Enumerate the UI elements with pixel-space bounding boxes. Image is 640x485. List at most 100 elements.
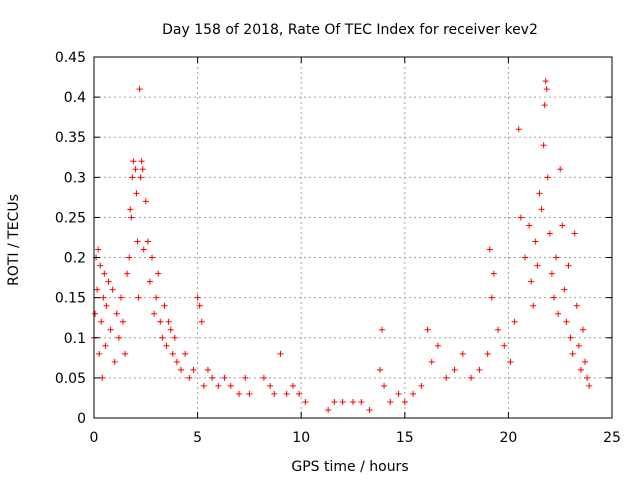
data-point-marker — [296, 390, 303, 397]
y-tick-label: 0.1 — [64, 331, 86, 347]
data-point-marker — [209, 374, 216, 381]
data-point-marker — [538, 206, 545, 213]
data-point-marker — [133, 190, 140, 197]
data-point-marker — [555, 310, 562, 317]
data-point-marker — [488, 294, 495, 301]
data-point-marker — [534, 262, 541, 269]
data-point-marker — [559, 222, 566, 229]
data-point-marker — [107, 326, 114, 333]
x-tick-label: 5 — [193, 430, 202, 446]
y-tick-label: 0.45 — [55, 50, 86, 66]
data-point-marker — [138, 158, 145, 165]
data-point-marker — [130, 158, 137, 165]
data-point-marker — [242, 374, 249, 381]
data-point-marker — [146, 278, 153, 285]
data-point-marker — [182, 350, 189, 357]
data-point-marker — [550, 294, 557, 301]
data-point-marker — [573, 302, 580, 309]
data-point-marker — [113, 310, 120, 317]
data-point-marker — [541, 102, 548, 109]
data-point-marker — [129, 174, 136, 181]
data-point-marker — [459, 350, 466, 357]
data-point-marker — [443, 374, 450, 381]
data-point-marker — [236, 390, 243, 397]
data-point-marker — [511, 318, 518, 325]
data-point-marker — [98, 318, 105, 325]
data-point-marker — [584, 374, 591, 381]
data-point-marker — [165, 318, 172, 325]
data-point-marker — [142, 198, 149, 205]
data-point-marker — [582, 358, 589, 365]
data-point-marker — [575, 342, 582, 349]
data-point-marker — [221, 374, 228, 381]
data-point-marker — [517, 214, 524, 221]
data-point-marker — [526, 222, 533, 229]
data-point-marker — [134, 238, 141, 245]
data-point-marker — [246, 390, 253, 397]
data-point-marker — [325, 406, 332, 413]
data-point-marker — [387, 398, 394, 405]
data-point-marker — [135, 294, 142, 301]
data-point-marker — [132, 166, 139, 173]
data-point-marker — [490, 270, 497, 277]
data-point-marker — [507, 358, 514, 365]
data-point-marker — [302, 398, 309, 405]
data-point-marker — [565, 262, 572, 269]
data-point-marker — [331, 398, 338, 405]
data-point-marker — [476, 366, 483, 373]
x-tick-label: 0 — [90, 430, 99, 446]
data-point-marker — [122, 350, 129, 357]
x-tick-label: 15 — [396, 430, 414, 446]
data-point-marker — [198, 318, 205, 325]
data-point-marker — [149, 254, 156, 261]
data-point-marker — [200, 382, 207, 389]
data-point-marker — [136, 86, 143, 93]
data-point-marker — [532, 238, 539, 245]
data-point-marker — [543, 86, 550, 93]
data-point-marker — [260, 374, 267, 381]
grid-lines — [94, 57, 612, 418]
data-point-marker — [128, 214, 135, 221]
data-point-marker — [579, 326, 586, 333]
data-point-marker — [115, 334, 122, 341]
data-point-marker — [561, 286, 568, 293]
y-tick-label: 0.05 — [55, 371, 86, 387]
data-point-marker — [155, 270, 162, 277]
data-point-marker — [151, 310, 158, 317]
data-point-marker — [103, 302, 110, 309]
data-point-marker — [144, 238, 151, 245]
y-tick-label: 0 — [77, 411, 86, 427]
data-point-marker — [451, 366, 458, 373]
data-point-marker — [501, 342, 508, 349]
data-point-marker — [109, 286, 116, 293]
data-point-marker — [567, 334, 574, 341]
data-point-marker — [484, 350, 491, 357]
data-point-marker — [267, 382, 274, 389]
data-point-marker — [557, 166, 564, 173]
x-tick-label: 20 — [499, 430, 517, 446]
data-point-marker — [358, 398, 365, 405]
data-point-marker — [140, 246, 147, 253]
x-axis-label: GPS time / hours — [291, 459, 408, 475]
data-point-marker — [486, 246, 493, 253]
y-tick-label: 0.35 — [55, 130, 86, 146]
data-point-marker — [127, 206, 134, 213]
data-point-marker — [548, 270, 555, 277]
data-point-marker — [92, 310, 99, 317]
data-point-marker — [99, 374, 106, 381]
data-point-marker — [102, 342, 109, 349]
data-point-marker — [571, 230, 578, 237]
y-tick-label: 0.3 — [64, 170, 86, 186]
data-point-marker — [161, 302, 168, 309]
data-point-marker — [124, 270, 131, 277]
data-point-marker — [167, 326, 174, 333]
data-point-marker — [101, 270, 108, 277]
data-point-marker — [117, 294, 124, 301]
data-point-marker — [366, 406, 373, 413]
data-point-marker — [178, 366, 185, 373]
data-point-marker — [95, 246, 102, 253]
data-point-marker — [196, 302, 203, 309]
data-point-marker — [544, 174, 551, 181]
data-point-marker — [418, 382, 425, 389]
